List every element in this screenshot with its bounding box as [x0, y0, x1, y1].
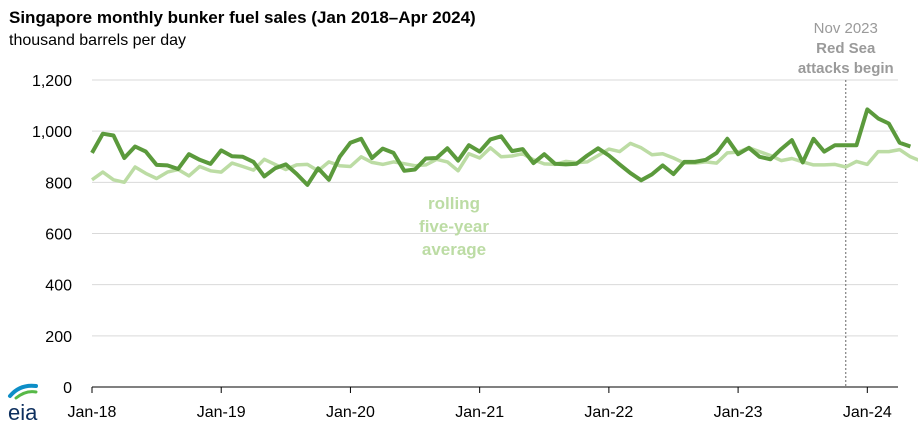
y-tick-label: 1,000	[32, 124, 72, 141]
event-annotation-text: Red Sea	[816, 40, 876, 57]
annotations: Nov 2023 Red Sea attacks begin rolling five-…	[419, 20, 894, 259]
series-lines	[90, 107, 918, 187]
series-line-sales	[90, 107, 912, 187]
y-tick-label: 600	[45, 227, 72, 244]
y-tick-label: 400	[45, 278, 72, 295]
x-axis-ticks: Jan-18 Jan-19 Jan-20 Jan-21 Jan-22 Jan-23 Jan-…	[68, 387, 892, 421]
y-tick-label: 1,200	[32, 73, 72, 90]
x-tick-label: Jan-18	[68, 404, 117, 421]
x-tick-label: Jan-22	[584, 404, 633, 421]
gridlines	[92, 79, 898, 388]
x-tick-label: Jan-21	[455, 404, 504, 421]
logo-arc-icon	[8, 383, 38, 398]
x-tick-label: Jan-20	[326, 404, 375, 421]
event-annotation-text: attacks begin	[798, 60, 894, 77]
logo-arc-icon	[14, 390, 38, 400]
y-tick-label: 200	[45, 329, 72, 346]
x-tick-label: Jan-23	[714, 404, 763, 421]
y-axis-ticks: 0 200 400 600 800 1,000 1,200	[32, 73, 72, 397]
rolling-average-label: rolling	[428, 194, 480, 213]
logo-text: eia	[8, 400, 38, 425]
chart-subtitle: thousand barrels per day	[9, 32, 186, 49]
x-tick-label: Jan-24	[843, 404, 892, 421]
rolling-average-label: five-year	[419, 217, 489, 236]
event-annotation-text: Nov 2023	[814, 20, 878, 37]
y-tick-label: 800	[45, 175, 72, 192]
eia-logo: eia	[8, 383, 38, 425]
chart-title: Singapore monthly bunker fuel sales (Jan…	[9, 8, 476, 27]
rolling-average-label: average	[422, 240, 486, 259]
y-tick-label: 0	[63, 380, 72, 397]
x-tick-label: Jan-19	[197, 404, 246, 421]
series-line-rolling-average	[90, 141, 918, 185]
